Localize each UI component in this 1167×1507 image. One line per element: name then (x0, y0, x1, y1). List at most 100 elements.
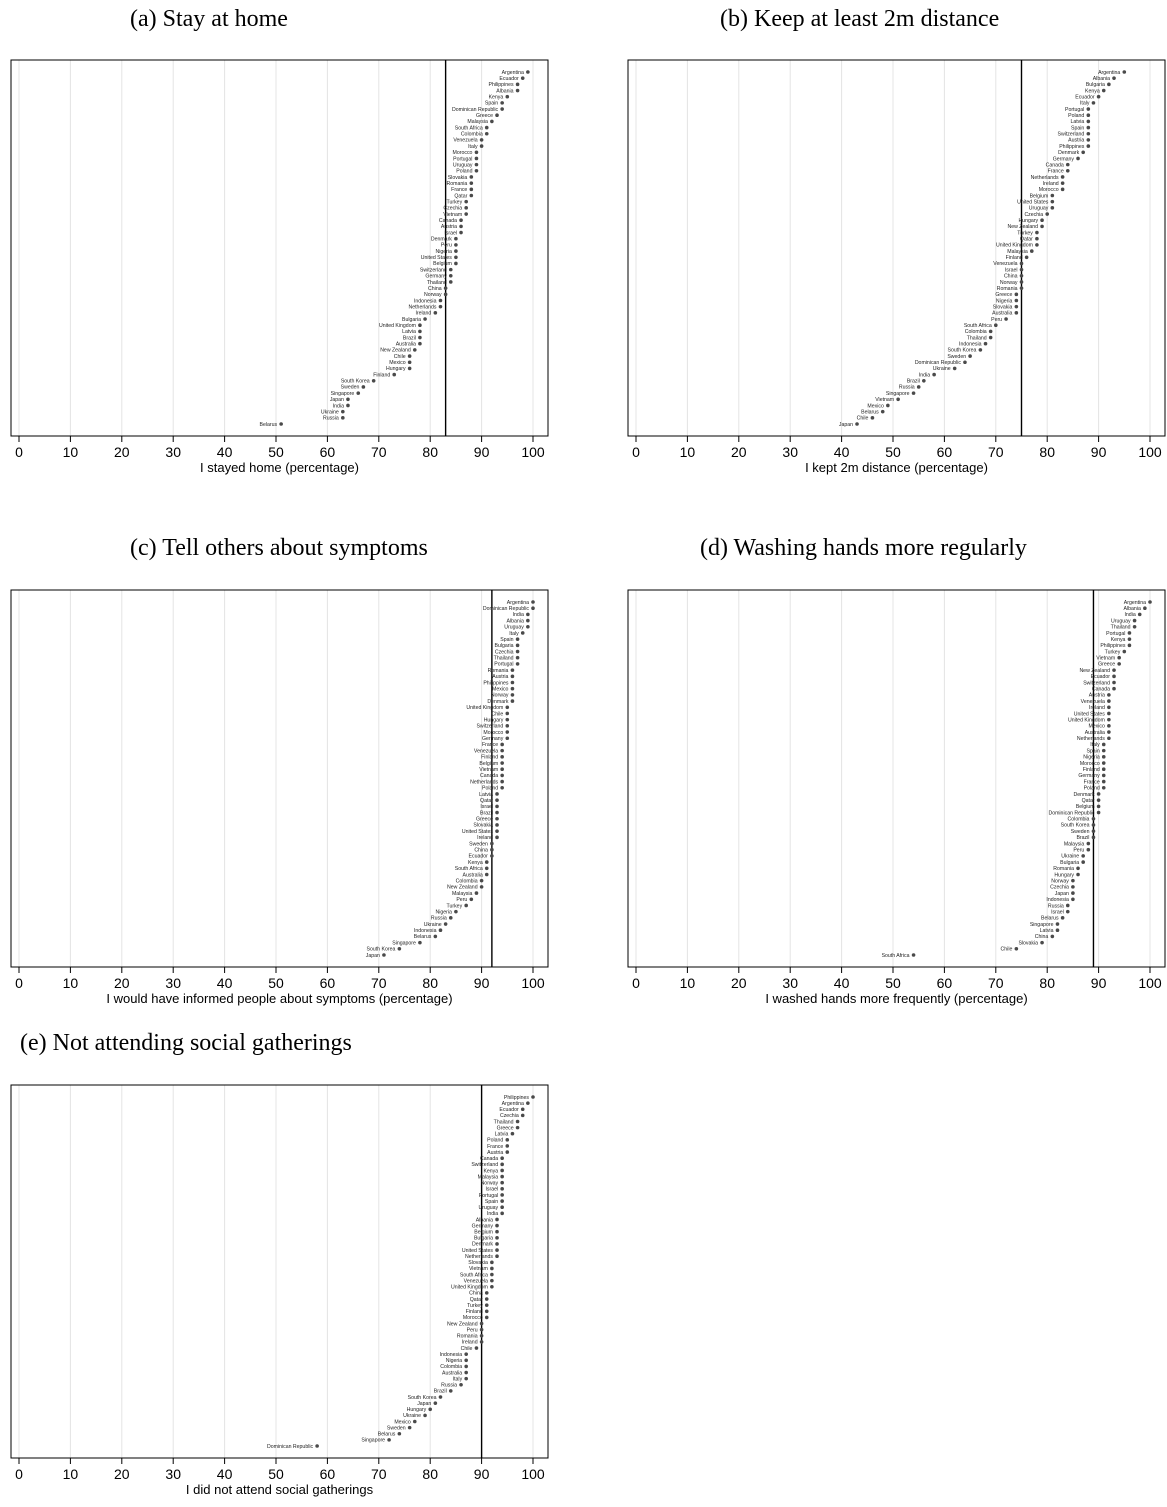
data-point (279, 422, 283, 426)
point-label: Vietnam (875, 397, 894, 403)
x-tick-label: 80 (422, 1466, 438, 1482)
data-point (459, 230, 463, 235)
point-label: Venezuela (993, 261, 1017, 267)
data-point (1096, 792, 1101, 796)
data-point (412, 1419, 417, 1424)
data-point (418, 341, 422, 346)
data-point (526, 1101, 530, 1105)
data-point (505, 705, 510, 710)
data-point (932, 372, 936, 377)
point-label: Kenya (489, 95, 504, 101)
point-label: Bulgaria (402, 317, 421, 323)
data-point (520, 76, 525, 80)
data-point (500, 773, 504, 778)
point-label: Denmark (472, 1242, 493, 1248)
data-point (433, 934, 438, 939)
point-label: Ecuador (499, 76, 519, 82)
data-point (490, 119, 494, 124)
data-point (479, 144, 484, 148)
data-point (1101, 755, 1106, 759)
x-tick-label: 90 (474, 1466, 490, 1482)
point-label: Netherlands (408, 304, 436, 310)
x-axis-label: I would have informed people about sympt… (106, 991, 452, 1006)
data-point (1035, 236, 1039, 241)
data-point (1055, 928, 1060, 933)
data-point (510, 686, 515, 691)
point-label: Vietnam (443, 212, 462, 218)
point-label: Mexico (394, 1419, 411, 1425)
data-point (510, 1131, 515, 1136)
point-label: Italy (1090, 742, 1100, 748)
point-label: Slovakia (1018, 940, 1038, 946)
data-point (510, 680, 515, 685)
data-point (382, 953, 386, 957)
point-label: United Kingdom (451, 1285, 488, 1291)
data-point (443, 292, 448, 297)
data-point (515, 1119, 520, 1124)
data-point (1065, 903, 1070, 908)
data-point (1096, 804, 1101, 809)
data-point (500, 1180, 504, 1185)
x-tick-label: 40 (217, 1466, 233, 1482)
data-point (500, 755, 504, 759)
point-label: Spain (1071, 125, 1084, 131)
data-point (397, 947, 402, 951)
point-label: Israel (485, 1187, 498, 1193)
x-tick-label: 10 (680, 444, 696, 460)
point-label: Belgium (474, 1230, 493, 1236)
data-point (474, 891, 479, 895)
data-point (1014, 304, 1019, 309)
data-point (500, 1199, 504, 1203)
data-point (520, 1107, 525, 1112)
point-label: Canada (1092, 687, 1110, 693)
data-point (500, 1174, 504, 1179)
panel-a-title: (a) Stay at home (130, 6, 288, 32)
x-tick-label: 10 (63, 1466, 79, 1482)
x-tick-label: 90 (1091, 444, 1107, 460)
point-label: Russia (441, 1383, 457, 1389)
point-label: Poland (1084, 786, 1100, 792)
point-label: Ukraine (1061, 854, 1079, 860)
data-point (484, 131, 489, 136)
point-label: Australia (992, 311, 1012, 317)
point-label: Colombia (1068, 817, 1090, 823)
data-point (1071, 897, 1075, 902)
data-point (526, 612, 530, 617)
data-point (495, 113, 499, 118)
point-label: Poland (456, 169, 472, 175)
data-point (1081, 854, 1085, 858)
data-point (407, 1425, 412, 1430)
point-label: United States (1074, 711, 1106, 717)
point-label: Turkey (447, 903, 463, 909)
point-label: Morocco (483, 730, 503, 736)
data-point (469, 193, 474, 198)
point-label: Ecuador (1075, 95, 1095, 101)
data-point (880, 409, 885, 414)
point-label: India (487, 1211, 498, 1217)
data-point (1071, 885, 1075, 889)
x-tick-label: 50 (885, 444, 901, 460)
data-point (484, 1315, 489, 1320)
data-point (490, 841, 494, 846)
point-label: Belarus (1041, 916, 1059, 922)
data-point (515, 1125, 520, 1130)
point-label: Spain (485, 101, 498, 107)
point-label: Singapore (361, 1438, 385, 1444)
point-label: Uruguay (1029, 206, 1049, 212)
point-label: South Korea (341, 379, 370, 385)
point-label: Japan (366, 953, 380, 959)
point-label: South Korea (948, 348, 977, 354)
data-point (495, 1248, 499, 1252)
data-point (500, 779, 504, 784)
data-point (1081, 150, 1085, 155)
data-point (1050, 193, 1055, 198)
data-point (454, 909, 458, 914)
point-label: Finland (373, 372, 390, 378)
point-label: Greece (995, 292, 1012, 298)
data-point (1060, 175, 1065, 179)
point-label: Uruguay (504, 625, 524, 631)
point-label: Greece (1098, 662, 1115, 668)
point-label: Canada (1046, 162, 1064, 168)
data-point (1024, 255, 1029, 260)
data-point (1101, 748, 1106, 753)
